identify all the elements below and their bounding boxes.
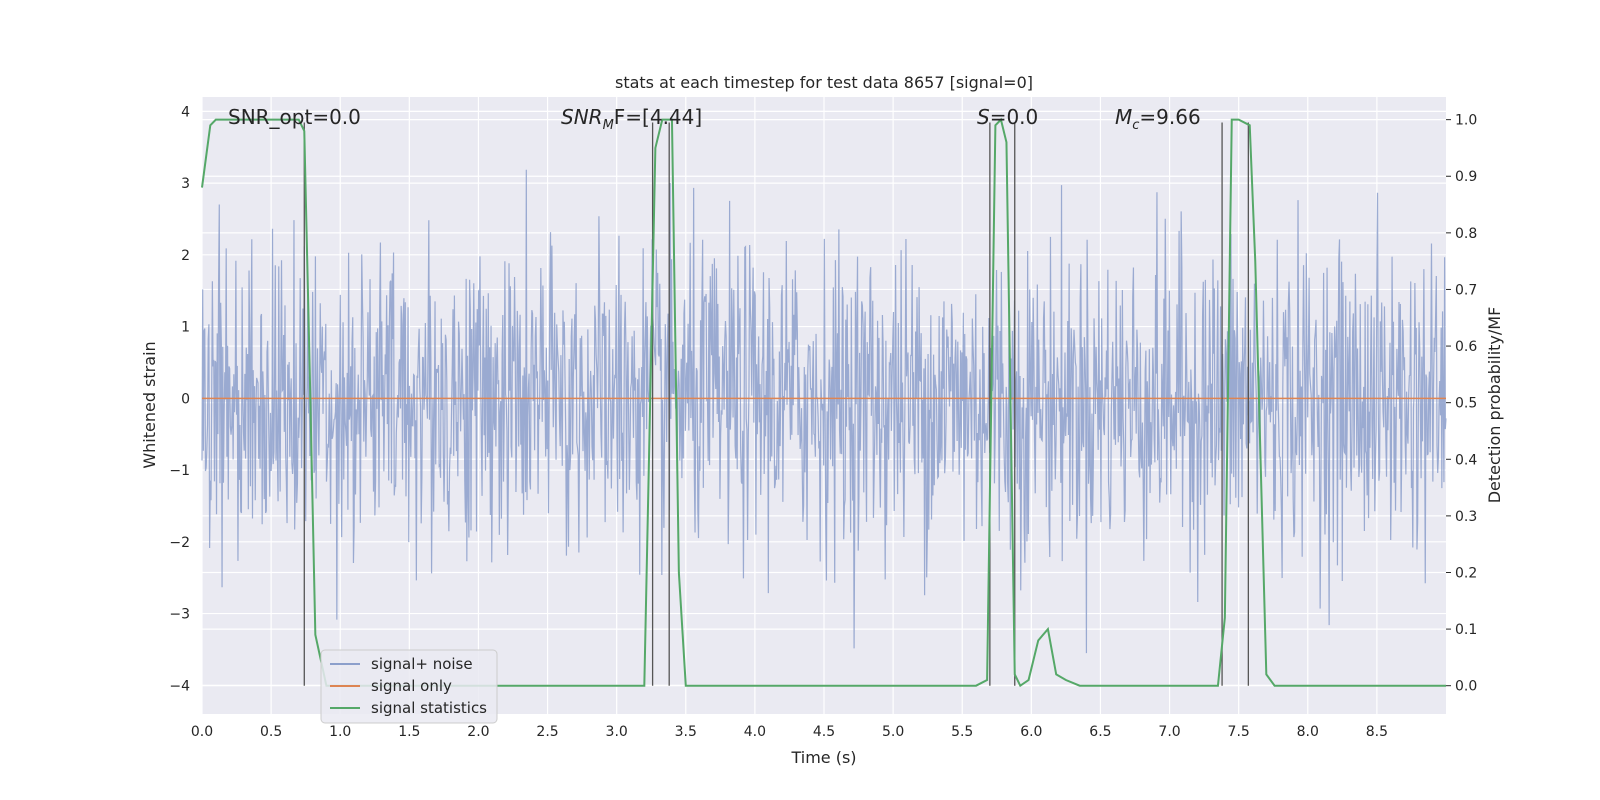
annotation-mc: Mc=9.66 — [1115, 105, 1201, 133]
y-right-tick-label: 0.4 — [1455, 452, 1477, 468]
y-right-tick-label: 0.8 — [1455, 226, 1477, 242]
signal-statistics-line — [201, 117, 1446, 688]
y-right-tick-label: 0.9 — [1455, 169, 1477, 185]
y-left-tick-label: 2 — [181, 248, 190, 264]
x-tick-label: 7.0 — [1158, 724, 1180, 740]
x-tick-label: 0.5 — [260, 724, 282, 740]
x-tick-label: 5.0 — [882, 724, 904, 740]
x-tick-label: 3.0 — [606, 724, 628, 740]
legend: signal+ noise signal only signal statist… — [320, 649, 498, 724]
y-right-tick-label: 0.3 — [1455, 509, 1477, 525]
y-left-tick-label: 4 — [181, 104, 190, 120]
noise-line — [201, 169, 1447, 654]
annotation-snr-mf: SNRMF=[4.44] — [561, 105, 702, 133]
x-tick-label: 8.5 — [1366, 724, 1388, 740]
x-tick-label: 4.5 — [813, 724, 835, 740]
x-tick-label: 5.5 — [951, 724, 973, 740]
x-tick-label: 6.5 — [1089, 724, 1111, 740]
y-axis-left-label: Whitened strain — [140, 341, 159, 468]
legend-label-signal-only: signal only — [371, 677, 452, 695]
x-tick-label: 2.0 — [467, 724, 489, 740]
legend-label-signal-statistics: signal statistics — [371, 699, 487, 717]
series-signal-noise — [201, 169, 1447, 654]
annotation-s: S=0.0 — [977, 105, 1038, 129]
y-right-tick-label: 1.0 — [1455, 113, 1477, 129]
y-left-tick-label: −2 — [169, 535, 190, 551]
y-axis-left-ticks: 4 3 2 1 0 −1 −2 −3 −4 — [169, 104, 190, 694]
y-left-tick-label: −4 — [169, 678, 190, 694]
x-tick-label: 1.0 — [329, 724, 351, 740]
y-right-tick-label: 0.1 — [1455, 622, 1477, 638]
x-axis-label: Time (s) — [790, 748, 856, 767]
x-tick-label: 1.5 — [398, 724, 420, 740]
x-axis-ticks: 0.0 0.5 1.0 1.5 2.0 2.5 3.0 3.5 4.0 4.5 5.0 5.5 6.0 6… — [191, 724, 1388, 740]
x-tick-label: 8.0 — [1297, 724, 1319, 740]
y-left-tick-label: −3 — [169, 607, 190, 623]
annotation-snr-opt: SNR_opt=0.0 — [228, 105, 361, 129]
y-left-tick-label: 1 — [181, 320, 190, 336]
y-axis-right-ticks: 1.0 0.9 0.8 0.7 0.6 0.5 0.4 0.3 0.2 0.1 0.0 — [1446, 113, 1477, 695]
legend-label-signal-noise: signal+ noise — [371, 655, 473, 673]
x-tick-label: 7.5 — [1228, 724, 1250, 740]
y-right-tick-label: 0.7 — [1455, 282, 1477, 298]
y-right-tick-label: 0.5 — [1455, 396, 1477, 412]
x-tick-label: 0.0 — [191, 724, 213, 740]
x-tick-label: 3.5 — [675, 724, 697, 740]
y-right-tick-label: 0.6 — [1455, 339, 1477, 355]
y-left-tick-label: 0 — [181, 391, 190, 407]
x-tick-label: 2.5 — [536, 724, 558, 740]
y-right-tick-label: 0.2 — [1455, 565, 1477, 581]
y-left-tick-label: −1 — [169, 463, 190, 479]
legend-box — [320, 649, 498, 724]
y-axis-right-label: Detection probability/MF — [1485, 307, 1504, 504]
x-tick-label: 4.0 — [744, 724, 766, 740]
series-signal-statistics — [201, 117, 1446, 688]
chart-title: stats at each timestep for test data 865… — [615, 73, 1033, 92]
y-right-tick-label: 0.0 — [1455, 679, 1477, 695]
x-tick-label: 6.0 — [1020, 724, 1042, 740]
vertical-markers — [303, 122, 1249, 686]
y-left-tick-label: 3 — [181, 176, 190, 192]
